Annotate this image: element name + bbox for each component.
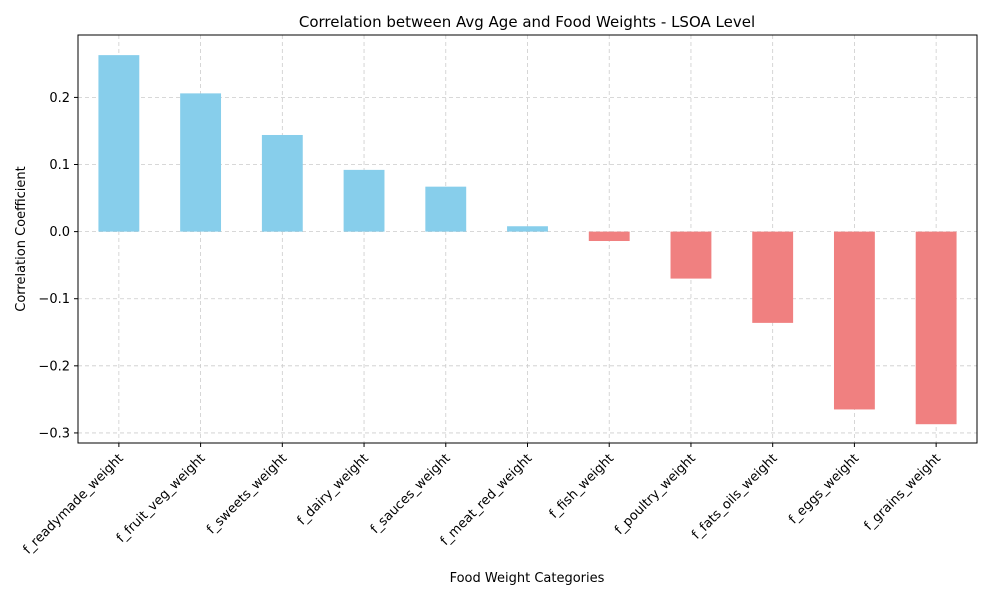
bars xyxy=(98,55,957,425)
x-tick-label: f_fish_weight xyxy=(547,451,617,521)
bar-f_sweets_weight xyxy=(261,134,303,232)
x-axis: f_readymade_weightf_fruit_veg_weightf_sw… xyxy=(20,443,944,557)
x-axis-label: Food Weight Categories xyxy=(450,571,605,586)
bar-f_readymade_weight xyxy=(98,55,140,232)
bar-f_fish_weight xyxy=(588,231,630,242)
bar-f_fruit_veg_weight xyxy=(180,93,222,232)
y-tick-label: 0.2 xyxy=(49,91,70,106)
x-tick-label: f_eggs_weight xyxy=(786,451,862,527)
x-tick-label: f_meat_red_weight xyxy=(438,451,536,549)
x-tick-label: f_sweets_weight xyxy=(204,451,290,537)
x-tick-label: f_fruit_veg_weight xyxy=(114,451,209,546)
bar-f_grains_weight xyxy=(915,231,957,425)
x-tick-label: f_readymade_weight xyxy=(20,451,126,557)
bar-f_eggs_weight xyxy=(833,231,875,410)
y-axis: −0.3 −0.2 −0.1 0.0 0.1 0.2 xyxy=(38,91,78,441)
x-tick-label: f_sauces_weight xyxy=(368,451,454,537)
x-tick-label: f_grains_weight xyxy=(862,451,944,533)
bar-f_meat_red_weight xyxy=(507,226,548,232)
bar-f_dairy_weight xyxy=(343,169,385,232)
x-tick-label: f_fats_oils_weight xyxy=(689,451,780,542)
bar-f_sauces_weight xyxy=(425,186,467,232)
y-tick-label: 0.1 xyxy=(49,158,70,173)
x-tick-label: f_dairy_weight xyxy=(295,451,372,528)
y-tick-label: 0.0 xyxy=(49,225,70,240)
bar-f_poultry_weight xyxy=(670,231,712,279)
x-tick-label: f_poultry_weight xyxy=(612,451,699,538)
y-tick-label: −0.1 xyxy=(38,292,70,307)
y-axis-label: Correlation Coefficient xyxy=(14,166,29,312)
bar-f_fats_oils_weight xyxy=(752,231,794,323)
chart-title: Correlation between Avg Age and Food Wei… xyxy=(299,13,755,31)
y-tick-label: −0.2 xyxy=(38,359,70,374)
y-tick-label: −0.3 xyxy=(38,426,70,441)
